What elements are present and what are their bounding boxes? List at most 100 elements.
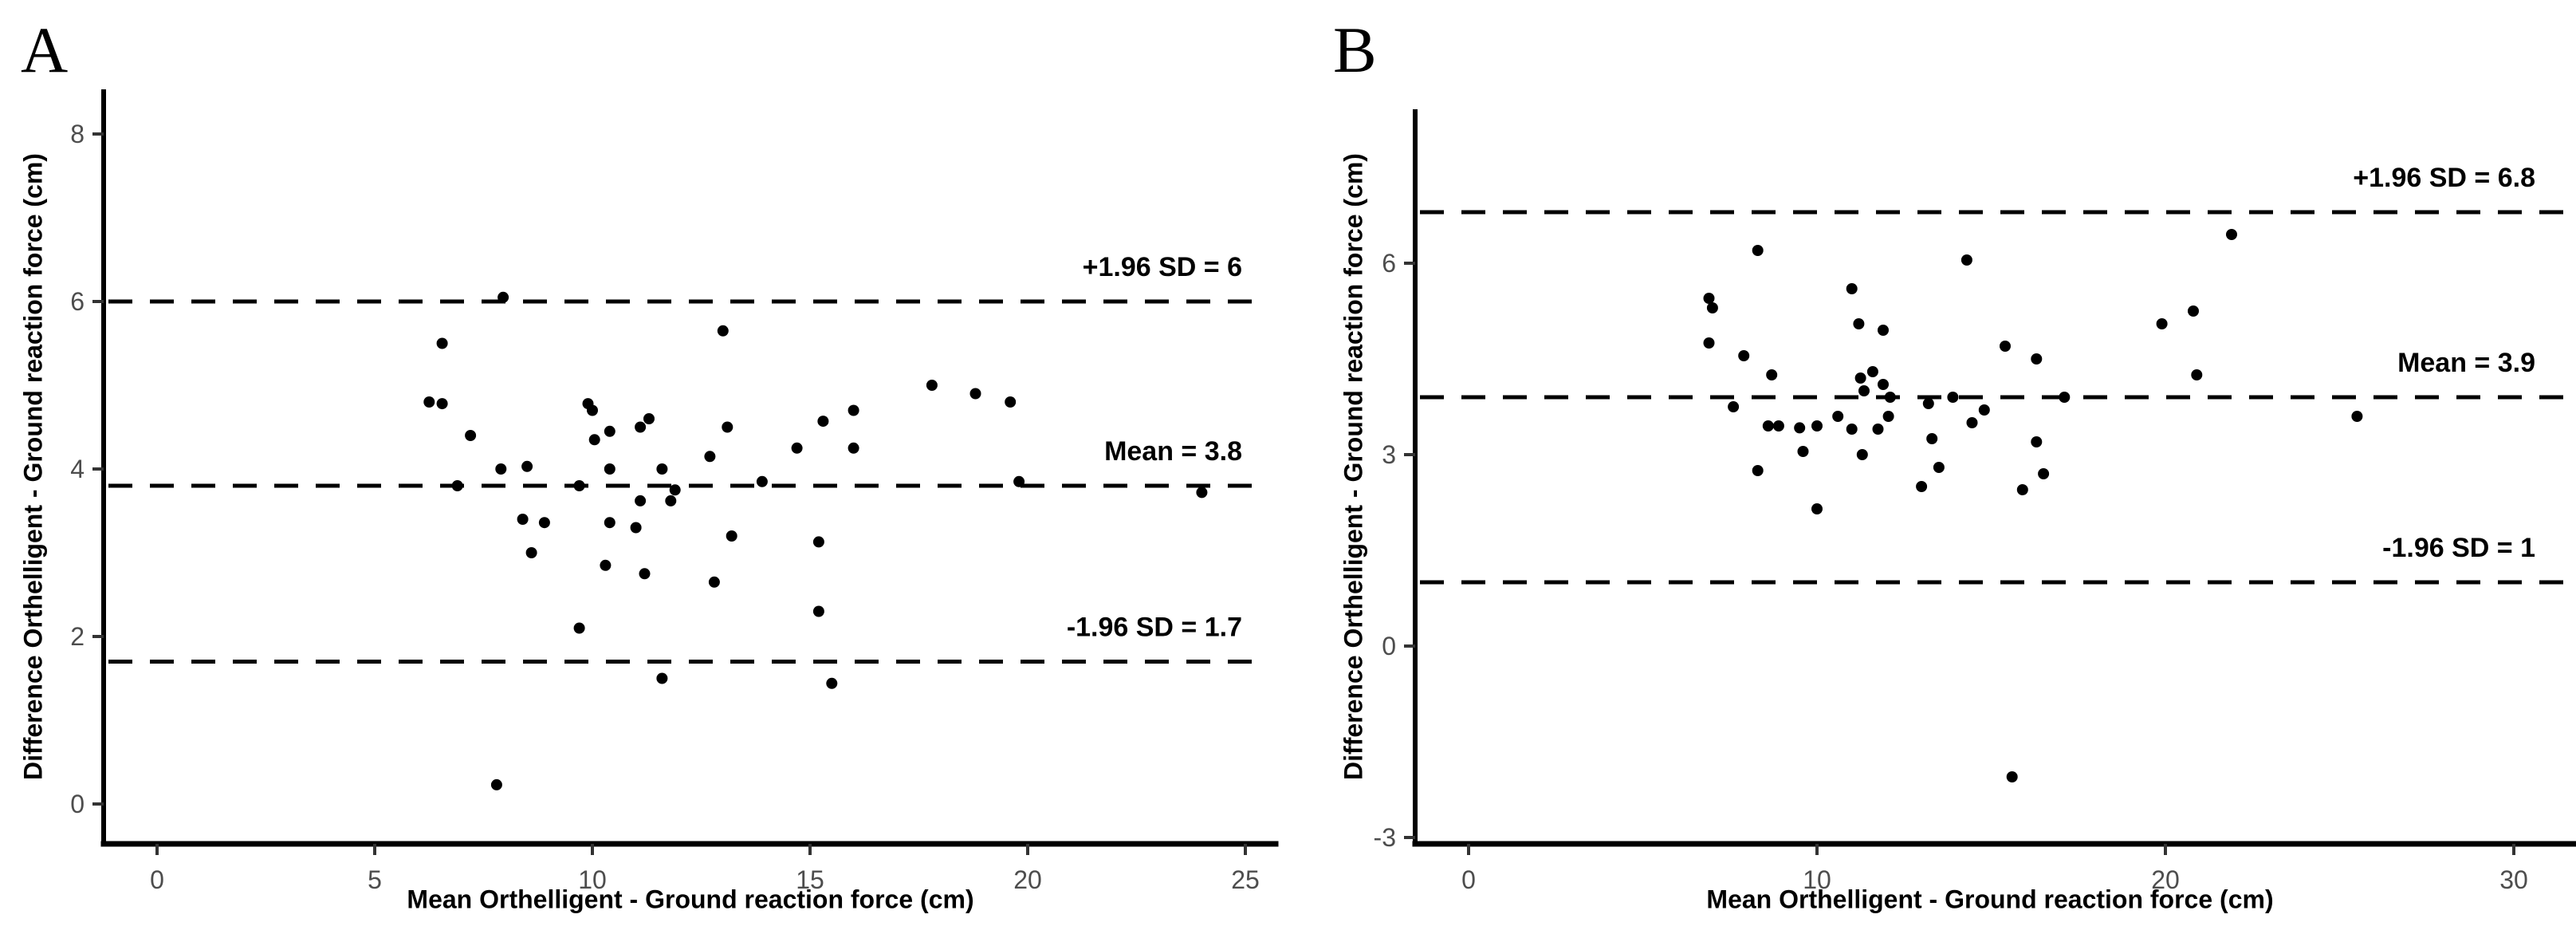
data-point xyxy=(1966,417,1978,428)
data-point xyxy=(2188,305,2199,317)
data-point xyxy=(600,559,612,571)
data-point xyxy=(1933,462,1945,473)
data-point xyxy=(726,530,737,542)
data-point xyxy=(812,536,824,548)
data-point xyxy=(2000,341,2011,352)
y-tick-label: -3 xyxy=(1374,823,1396,852)
data-point xyxy=(604,425,615,437)
data-point xyxy=(451,480,463,491)
upper-loa-label: +1.96 SD = 6 xyxy=(1083,252,1242,282)
data-point xyxy=(656,672,668,684)
y-tick-label: 6 xyxy=(70,287,85,316)
x-tick-label: 15 xyxy=(796,865,824,894)
data-point xyxy=(969,388,981,400)
data-point xyxy=(2156,318,2168,329)
data-point xyxy=(1703,293,1715,304)
data-point xyxy=(1866,366,1878,377)
y-tick-label: 8 xyxy=(70,120,85,148)
data-point xyxy=(498,291,509,303)
data-point xyxy=(521,460,533,472)
panel-a-x-axis-title: Mean Orthelligent - Ground reaction forc… xyxy=(407,885,974,914)
lower-loa-label: -1.96 SD = 1 xyxy=(2382,533,2535,563)
data-point xyxy=(1853,318,1865,329)
panel-a-label: A xyxy=(21,14,69,86)
data-point xyxy=(704,451,716,463)
data-point xyxy=(1858,385,1870,396)
data-point xyxy=(1846,424,1858,435)
data-point xyxy=(1856,449,1868,460)
data-point xyxy=(1872,424,1884,435)
data-point xyxy=(826,677,838,689)
x-tick-label: 0 xyxy=(1461,865,1476,894)
data-point xyxy=(1706,302,1718,313)
data-point xyxy=(465,430,477,441)
data-point xyxy=(1005,396,1017,408)
data-point xyxy=(1728,401,1740,412)
data-point xyxy=(812,605,824,617)
x-tick-label: 20 xyxy=(1013,865,1042,894)
data-point xyxy=(1772,420,1784,432)
x-tick-label: 5 xyxy=(368,865,382,894)
data-point xyxy=(848,442,859,454)
data-point xyxy=(1854,372,1866,384)
data-point xyxy=(423,396,435,408)
y-tick-label: 3 xyxy=(1382,440,1396,469)
data-point xyxy=(436,398,448,410)
data-point xyxy=(2226,229,2237,240)
data-point xyxy=(1794,422,1806,434)
panel-b-x-axis-title: Mean Orthelligent - Ground reaction forc… xyxy=(1706,885,2274,914)
data-point xyxy=(1926,433,1938,444)
data-point xyxy=(525,547,537,558)
x-tick-label: 10 xyxy=(1803,865,1831,894)
x-tick-label: 25 xyxy=(1231,865,1260,894)
y-tick-label: 0 xyxy=(70,790,85,818)
data-point xyxy=(1978,404,1990,416)
data-point xyxy=(1846,283,1858,294)
data-point xyxy=(1196,487,1208,499)
data-point xyxy=(2351,411,2363,422)
y-tick-label: 0 xyxy=(1382,632,1396,660)
data-point xyxy=(1878,325,1889,336)
data-point xyxy=(538,517,550,529)
data-point xyxy=(1922,398,1934,409)
data-point xyxy=(1878,379,1889,390)
data-point xyxy=(604,517,615,529)
data-point xyxy=(1961,254,1972,266)
data-point xyxy=(517,514,529,525)
data-point xyxy=(848,404,859,416)
data-point xyxy=(1752,245,1764,256)
data-point xyxy=(2031,436,2043,447)
data-point xyxy=(665,495,677,506)
data-point xyxy=(722,421,733,433)
data-point xyxy=(2016,484,2028,495)
data-point xyxy=(588,434,600,446)
data-point xyxy=(656,463,668,475)
data-point xyxy=(2059,392,2071,403)
data-point xyxy=(1762,420,1774,432)
x-tick-label: 0 xyxy=(150,865,164,894)
data-point xyxy=(1013,475,1025,487)
data-point xyxy=(1832,411,1844,422)
data-point xyxy=(635,495,647,506)
y-tick-label: 2 xyxy=(70,622,85,651)
data-point xyxy=(2038,468,2050,479)
lower-loa-label: -1.96 SD = 1.7 xyxy=(1067,613,1242,643)
data-point xyxy=(1752,465,1764,476)
data-point xyxy=(436,337,448,349)
data-point xyxy=(635,421,647,433)
data-point xyxy=(587,404,598,416)
data-point xyxy=(495,463,507,475)
data-point xyxy=(1811,503,1823,514)
upper-loa-label: +1.96 SD = 6.8 xyxy=(2353,163,2535,193)
panel-b-y-axis-title: Difference Orthelligent - Ground reactio… xyxy=(1339,153,1368,780)
data-point xyxy=(604,463,615,475)
data-point xyxy=(573,480,585,491)
panel-a-y-axis-title: Difference Orthelligent - Ground reactio… xyxy=(18,153,48,780)
data-point xyxy=(717,325,729,337)
mean-label: Mean = 3.9 xyxy=(2397,348,2535,378)
data-point xyxy=(926,380,938,391)
mean-label: Mean = 3.8 xyxy=(1104,436,1242,467)
data-point xyxy=(1882,411,1894,422)
